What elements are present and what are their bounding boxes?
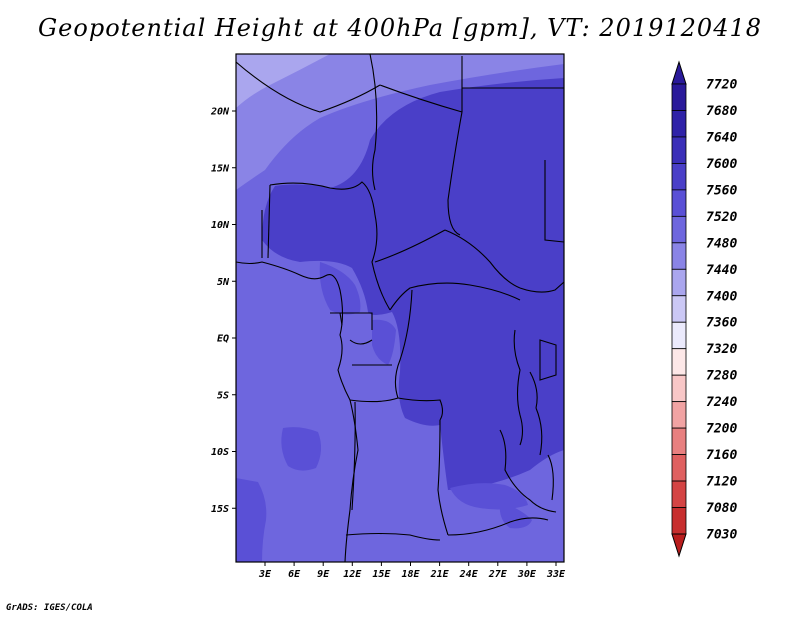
field-7560 [372, 319, 396, 365]
colorbar-box [671, 189, 687, 217]
colorbar-label: 7600 [706, 157, 737, 172]
colorbar-box [671, 427, 687, 455]
lon-label: 6E [288, 569, 301, 580]
lat-label: 5N [217, 277, 230, 288]
map-frame [235, 53, 565, 563]
colorbar-label: 7520 [706, 210, 737, 225]
field-7560 [236, 478, 267, 562]
colorbar-label: 7120 [706, 475, 737, 490]
colorbar: 7720 7680 7640 7600 7560 7520 7480 7440 7400 7360… [671, 60, 737, 558]
colorbar-box [671, 348, 687, 376]
lat-label: 5S [217, 390, 229, 401]
colorbar-label: 7320 [706, 342, 737, 357]
colorbar-box [671, 242, 687, 270]
colorbar-label: 7080 [706, 501, 737, 516]
colorbar-box [671, 374, 687, 403]
colorbar-box [671, 401, 687, 429]
field-7560 [281, 427, 322, 471]
lat-label: 15S [211, 504, 229, 515]
colorbar-label: 7200 [706, 422, 737, 437]
colorbar-top-arrow [671, 60, 687, 85]
colorbar-label: 7440 [706, 263, 737, 278]
colorbar-box [671, 507, 687, 535]
lon-label: 15E [372, 569, 391, 580]
country-boundaries [236, 54, 564, 562]
colorbar-label: 7030 [706, 528, 737, 543]
longitude-axis: 3E 6E 9E 12E 15E 18E 21E 24E 27E 30E 33E [258, 562, 566, 580]
colorbar-box [671, 110, 687, 138]
colorbar-label: 7280 [706, 369, 737, 384]
colorbar-label: 7680 [706, 104, 737, 119]
colorbar-box [671, 268, 687, 297]
field-7560 [499, 502, 532, 529]
lon-label: 21E [430, 569, 450, 580]
colorbar-box [671, 163, 687, 191]
colorbar-label: 7640 [706, 130, 737, 145]
lon-label: 3E [258, 569, 272, 580]
colorbar-label: 7160 [706, 448, 737, 463]
colorbar-box [671, 454, 687, 482]
lat-label: 15N [211, 163, 230, 174]
colorbar-label: 7560 [706, 183, 737, 198]
colorbar-box [671, 321, 687, 350]
lon-label: 27E [488, 569, 508, 580]
colorbar-box [671, 136, 687, 164]
lat-label: 10N [211, 220, 230, 231]
colorbar-label: 7720 [706, 78, 737, 93]
map-title: Geopotential Height at 400hPa [gpm], VT:… [38, 14, 762, 42]
lat-label: 10S [211, 447, 229, 458]
lon-label: 33E [546, 569, 566, 580]
colorbar-label: 7480 [706, 236, 737, 251]
lat-label: EQ [217, 334, 229, 345]
grads-credit: GrADS: IGES/COLA [6, 603, 93, 613]
lon-label: 24E [459, 569, 479, 580]
colorbar-label: 7360 [706, 316, 737, 331]
field-7560 [450, 483, 528, 510]
colorbar-bottom-arrow [671, 533, 687, 558]
colorbar-box [671, 83, 687, 111]
colorbar-label: 7240 [706, 395, 737, 410]
lat-label: 20N [210, 107, 230, 118]
field-7480 [236, 54, 564, 190]
colorbar-label: 7400 [706, 289, 737, 304]
lon-label: 12E [343, 569, 362, 580]
colorbar-box [671, 480, 687, 508]
colorbar-box [671, 215, 687, 244]
lon-label: 9E [317, 569, 330, 580]
colorbar-box [671, 295, 687, 323]
lon-label: 18E [401, 569, 420, 580]
field-7440 [236, 54, 330, 108]
height-field [236, 54, 564, 562]
lon-label: 30E [517, 569, 537, 580]
latitude-axis: 20N 15N 10N 5N EQ 5S 10S 15S [210, 107, 236, 515]
field-7600 [262, 78, 564, 490]
